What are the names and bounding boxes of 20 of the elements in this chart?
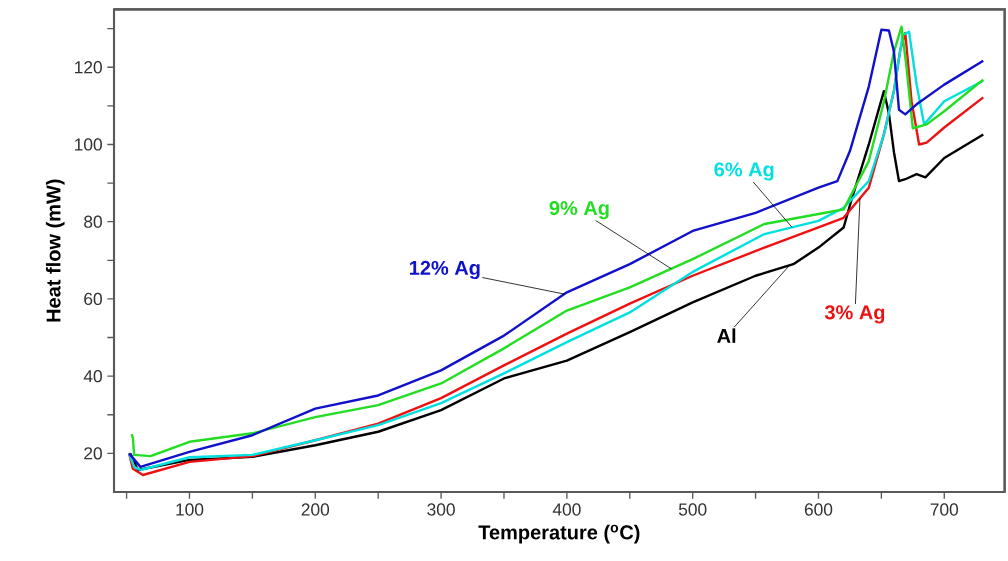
y-tick-label: 120 xyxy=(75,61,102,74)
y-tick-label: 60 xyxy=(84,292,102,306)
y-tick-label: 80 xyxy=(84,215,102,228)
x-tick-label: 500 xyxy=(678,503,707,516)
text: 12% Ag xyxy=(409,260,480,280)
x-tick-label: 400 xyxy=(552,503,581,516)
x-tick-label: 700 xyxy=(930,503,959,516)
text: 3% Ag xyxy=(824,305,885,324)
y-tick-label: 40 xyxy=(83,370,102,383)
x-tick-label: 600 xyxy=(804,503,833,516)
y-tick-label: 100 xyxy=(75,138,102,151)
y-tick-label: 20 xyxy=(84,447,102,460)
text: 9% Ag xyxy=(549,201,609,220)
x-axis-title: Temperature ($^{o}$C) xyxy=(478,524,640,544)
x-tick-label: 100 xyxy=(176,503,204,516)
x-tick-label: 300 xyxy=(427,503,455,516)
text: 6% Ag xyxy=(714,162,774,181)
x-tick-label: 200 xyxy=(301,503,330,516)
y-axis-title: Heat flow (mW) xyxy=(45,179,65,322)
series-label: Al xyxy=(717,328,736,343)
